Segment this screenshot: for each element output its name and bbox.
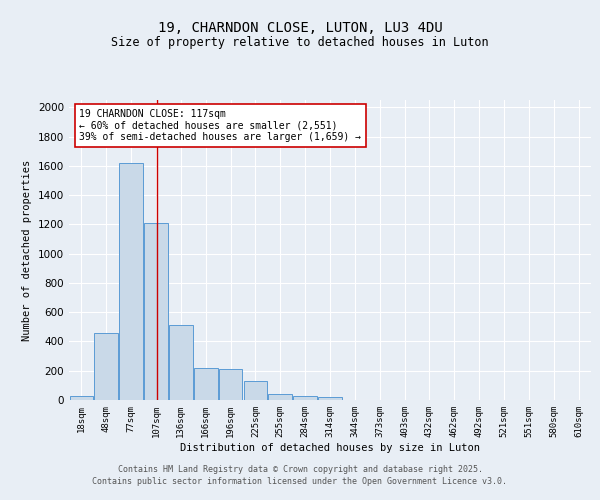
Bar	[70, 396, 93, 400]
Bar	[293, 396, 317, 400]
Text: 19 CHARNDON CLOSE: 117sqm
← 60% of detached houses are smaller (2,551)
39% of se: 19 CHARNDON CLOSE: 117sqm ← 60% of detac…	[79, 109, 361, 142]
X-axis label: Distribution of detached houses by size in Luton: Distribution of detached houses by size …	[180, 442, 480, 452]
Bar	[244, 381, 267, 400]
Bar	[119, 163, 143, 400]
Text: Size of property relative to detached houses in Luton: Size of property relative to detached ho…	[111, 36, 489, 49]
Bar	[144, 223, 168, 400]
Bar	[268, 394, 292, 400]
Text: Contains HM Land Registry data © Crown copyright and database right 2025.: Contains HM Land Registry data © Crown c…	[118, 466, 482, 474]
Bar	[219, 368, 242, 400]
Bar	[318, 397, 342, 400]
Text: 19, CHARNDON CLOSE, LUTON, LU3 4DU: 19, CHARNDON CLOSE, LUTON, LU3 4DU	[158, 20, 442, 34]
Text: Contains public sector information licensed under the Open Government Licence v3: Contains public sector information licen…	[92, 476, 508, 486]
Y-axis label: Number of detached properties: Number of detached properties	[22, 160, 32, 340]
Bar	[194, 368, 218, 400]
Bar	[94, 332, 118, 400]
Bar	[169, 326, 193, 400]
